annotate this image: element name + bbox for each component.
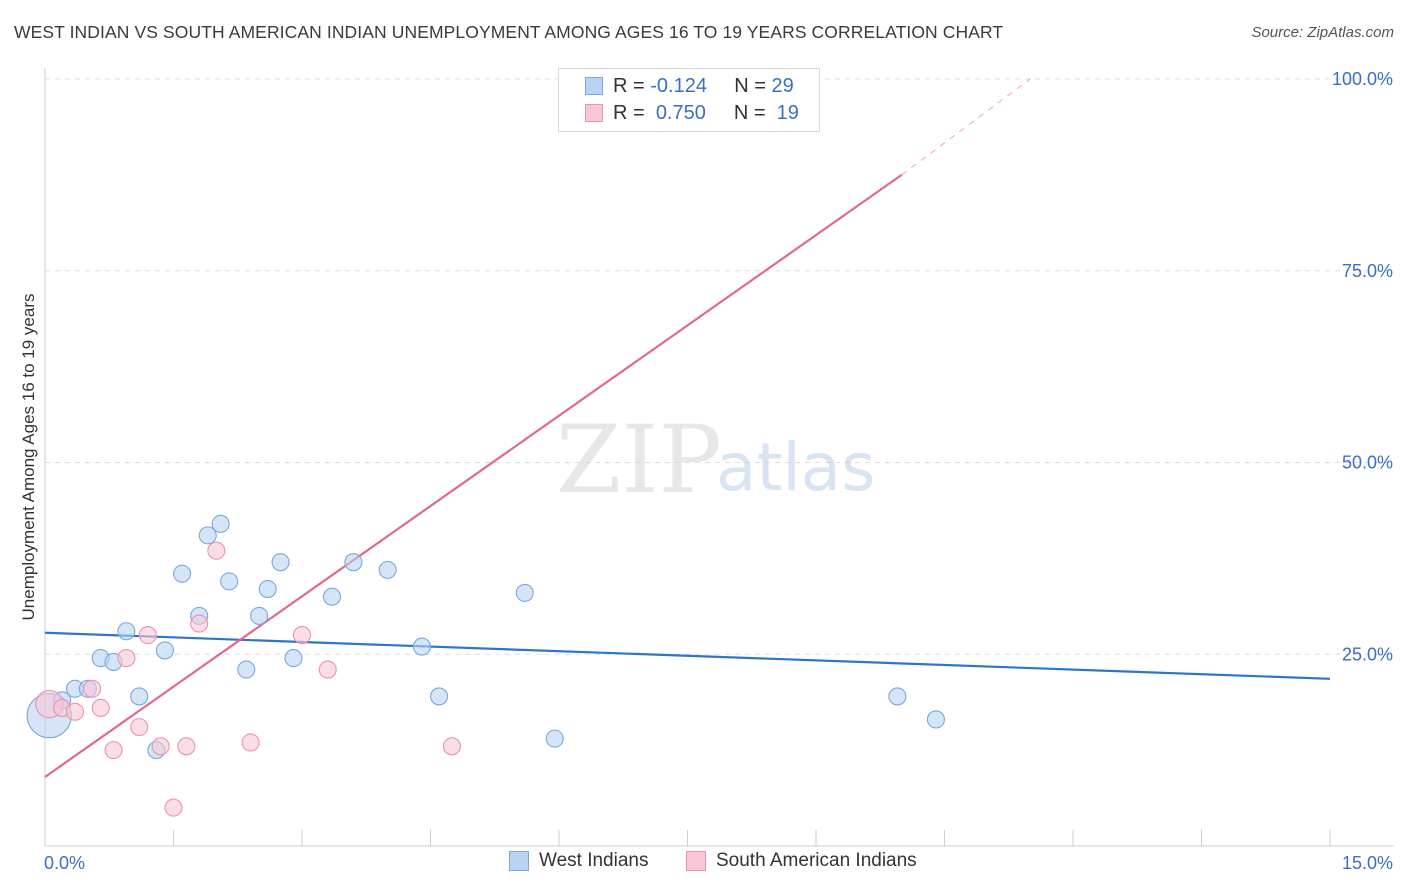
point-south-american-indians xyxy=(117,649,136,668)
axis-labels: 25.0% 50.0% 75.0% 100.0% 0.0% 15.0% Unemployme… xyxy=(19,69,1393,873)
legend-swatch-pink xyxy=(585,104,603,122)
point-west-indians xyxy=(220,572,239,591)
point-west-indians xyxy=(117,622,136,641)
point-west-indians xyxy=(155,641,174,660)
legend-n-value: 29 xyxy=(771,74,794,97)
y-axis-title: Unemployment Among Ages 16 to 19 years xyxy=(19,294,38,621)
y-tick-label: 50.0% xyxy=(1342,453,1393,473)
point-south-american-indians xyxy=(151,737,170,756)
point-west-indians xyxy=(888,687,907,706)
y-tick-label: 100.0% xyxy=(1332,69,1393,89)
legend-row-south-american-indians: R = 0.750 N = 19 xyxy=(585,100,799,126)
y-tick-label: 25.0% xyxy=(1342,644,1393,664)
stats-legend: R = -0.124 N = 29 R = 0.750 N = 19 xyxy=(558,68,820,132)
point-west-indians xyxy=(258,580,277,599)
point-south-american-indians xyxy=(442,737,461,756)
watermark-atlas: atlas xyxy=(716,429,876,506)
y-tick-label: 75.0% xyxy=(1342,261,1393,281)
point-west-indians xyxy=(378,560,397,579)
point-west-indians xyxy=(237,660,256,679)
legend-item-south-american-indians[interactable]: South American Indians xyxy=(686,850,917,872)
x-tick-label: 15.0% xyxy=(1342,853,1393,873)
legend-item-west-indians[interactable]: West Indians xyxy=(509,850,648,872)
legend-r-value: -0.124 xyxy=(650,74,707,97)
point-west-indians xyxy=(271,553,290,572)
trend-lines xyxy=(44,78,1331,778)
source-credit: Source: ZipAtlas.com xyxy=(1251,24,1394,41)
trend-line-south-american-indians xyxy=(44,173,903,778)
legend-swatch-blue xyxy=(585,77,603,95)
legend-r-label: R = xyxy=(613,74,645,97)
trend-line-west-indians xyxy=(44,631,1331,680)
series-legend: West Indians South American Indians xyxy=(0,850,1406,878)
point-west-indians xyxy=(211,514,230,533)
point-south-american-indians xyxy=(91,698,110,717)
point-south-american-indians xyxy=(292,626,312,645)
point-south-american-indians xyxy=(83,679,102,698)
point-west-indians xyxy=(250,606,269,625)
point-west-indians xyxy=(515,583,534,602)
trend-line-extension xyxy=(901,78,1031,176)
point-south-american-indians xyxy=(130,718,149,737)
point-south-american-indians xyxy=(241,733,260,752)
legend-r-value: 0.750 xyxy=(655,101,706,124)
point-west-indians xyxy=(173,564,192,583)
chart-title: WEST INDIAN VS SOUTH AMERICAN INDIAN UNE… xyxy=(14,22,1004,42)
point-west-indians xyxy=(130,687,149,706)
point-west-indians xyxy=(284,649,303,668)
legend-n-value: 19 xyxy=(776,101,799,124)
watermark: ZIP atlas xyxy=(556,406,876,515)
point-west-indians xyxy=(198,526,217,545)
point-south-american-indians xyxy=(190,614,209,633)
point-south-american-indians xyxy=(207,541,226,560)
point-west-indians xyxy=(412,637,431,656)
point-west-indians xyxy=(430,687,449,706)
point-west-indians xyxy=(926,710,945,729)
point-south-american-indians xyxy=(104,741,123,760)
legend-swatch-pink xyxy=(686,851,706,871)
grid-lines xyxy=(45,78,1394,655)
legend-n-label: N = xyxy=(733,101,766,124)
point-south-american-indians xyxy=(177,737,196,756)
point-west-indians xyxy=(322,587,342,606)
legend-swatch-blue xyxy=(509,851,529,871)
legend-label: West Indians xyxy=(539,850,649,871)
legend-n-label: N = xyxy=(734,74,766,97)
x-tick-label: 0.0% xyxy=(44,853,85,873)
point-west-indians xyxy=(344,553,363,572)
point-south-american-indians xyxy=(164,798,183,817)
legend-row-west-indians: R = -0.124 N = 29 xyxy=(585,73,794,99)
legend-r-label: R = xyxy=(613,101,645,124)
point-west-indians xyxy=(545,729,564,748)
point-south-american-indians xyxy=(65,702,85,721)
legend-label: South American Indians xyxy=(716,850,917,871)
watermark-zip: ZIP xyxy=(556,406,722,515)
scatter-points xyxy=(26,69,945,817)
point-south-american-indians xyxy=(138,626,157,645)
point-south-american-indians xyxy=(318,660,337,679)
